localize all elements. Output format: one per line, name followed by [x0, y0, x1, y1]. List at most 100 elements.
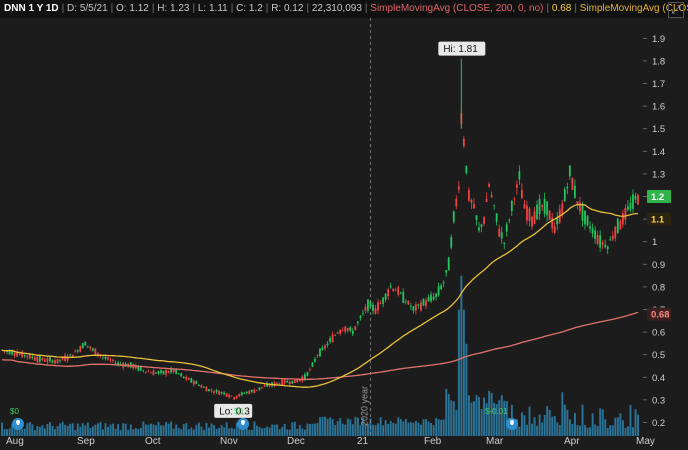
volume-bar [331, 419, 334, 436]
volume-bar [384, 420, 387, 436]
candle [616, 218, 619, 234]
volume-bar [268, 427, 271, 436]
volume-bar [594, 424, 597, 436]
candle [387, 287, 390, 301]
volume-bar [576, 425, 579, 436]
volume-bar [91, 426, 94, 436]
volume-bar [117, 423, 120, 436]
candle [324, 343, 326, 351]
expand-icon[interactable]: ⤢ [668, 2, 684, 18]
candle [238, 393, 241, 398]
volume-bar [197, 422, 200, 436]
price-chart[interactable]: 2020 year 1.9 1.8 1.7 1.6 1.5 1.4 1.3 1.2 1.1 1 0.9… [0, 18, 688, 450]
symbol-label[interactable]: DNN 1 Y 1D [4, 3, 59, 14]
volume-bar [579, 425, 581, 436]
y-tick-label: 0.3 [652, 395, 665, 406]
candle [354, 325, 357, 331]
volume-bar [248, 429, 251, 436]
candle [218, 389, 220, 395]
candle [586, 214, 589, 227]
candle [21, 350, 24, 358]
candle [152, 368, 155, 376]
earnings-bulb-glyph [241, 420, 245, 425]
volume-bar [462, 309, 465, 436]
sma50-price-tag: 1.1 [651, 215, 665, 226]
candle [627, 200, 629, 212]
candle [200, 384, 203, 389]
candle [513, 196, 516, 206]
volume-bar [3, 429, 6, 436]
volume-bar [160, 425, 162, 436]
candle [591, 223, 594, 238]
volume-bar [624, 428, 627, 436]
last-price-badge [647, 189, 671, 203]
close-value: C: 1.2 [236, 3, 263, 14]
sma200-label[interactable]: SimpleMovingAvg (CLOSE, 200, 0, no) [370, 3, 544, 14]
lo-callout: Lo: 0.3 [219, 406, 250, 417]
candle [213, 389, 215, 395]
volume-bar [548, 409, 551, 436]
candle [26, 355, 29, 360]
volume-bar [1, 422, 3, 436]
candle [604, 239, 607, 249]
volume-bar [397, 417, 400, 436]
dividend-label: $0 [10, 407, 19, 416]
candle [437, 282, 440, 297]
candle [256, 389, 258, 392]
candle [51, 359, 54, 364]
volume-bar [273, 424, 276, 436]
candle [59, 359, 61, 364]
sma200-line [1, 311, 639, 380]
volume-bar [137, 429, 140, 436]
volume-bar [13, 424, 16, 436]
candle [228, 393, 231, 399]
candle [235, 395, 238, 400]
candle [367, 299, 369, 314]
volume-bar [513, 424, 516, 436]
volume-bar [445, 388, 448, 436]
candle [160, 369, 162, 376]
sma200-price-badge [647, 307, 671, 321]
candle [291, 380, 294, 384]
candle [599, 229, 602, 252]
candle [281, 378, 284, 386]
open-value: O: 1.12 [116, 3, 149, 14]
candle [182, 376, 185, 379]
volume-bar [629, 405, 632, 436]
volume-bar [478, 397, 480, 436]
candle [553, 221, 556, 235]
high-value: H: 1.23 [157, 3, 190, 14]
sma50-label[interactable]: SimpleMovingAvg (CLOSE,... [579, 3, 688, 14]
volume-bar [341, 423, 344, 436]
volume-bar [627, 426, 629, 436]
volume-bar [293, 421, 296, 436]
volume-bar [518, 426, 521, 436]
candle [215, 388, 218, 394]
candle [430, 291, 432, 304]
volume-bar [195, 424, 198, 436]
candle [91, 347, 94, 352]
y-tick-label: 0.6 [652, 328, 665, 339]
candle [440, 283, 443, 290]
volume-bar [599, 408, 602, 436]
x-tick-label: Oct [145, 436, 161, 447]
candle [624, 204, 627, 225]
candle [536, 200, 538, 221]
candle [629, 196, 632, 213]
candle [81, 342, 84, 349]
candle [581, 201, 584, 227]
volume-bar [301, 428, 304, 436]
candle [316, 354, 319, 359]
candle [515, 180, 518, 195]
chart-header: DNN 1 Y 1D | D: 5/5/21 | O: 1.12 | H: 1.23 |… [0, 0, 688, 18]
candle [76, 349, 79, 354]
y-tick-label: 1.3 [652, 169, 665, 180]
volume-bar [551, 416, 554, 436]
candle [180, 372, 183, 378]
volume-bar [556, 422, 559, 436]
volume-bar [33, 430, 36, 436]
candle [490, 191, 493, 199]
candle [165, 368, 167, 377]
volume-bar [38, 426, 41, 436]
candle [356, 320, 359, 327]
